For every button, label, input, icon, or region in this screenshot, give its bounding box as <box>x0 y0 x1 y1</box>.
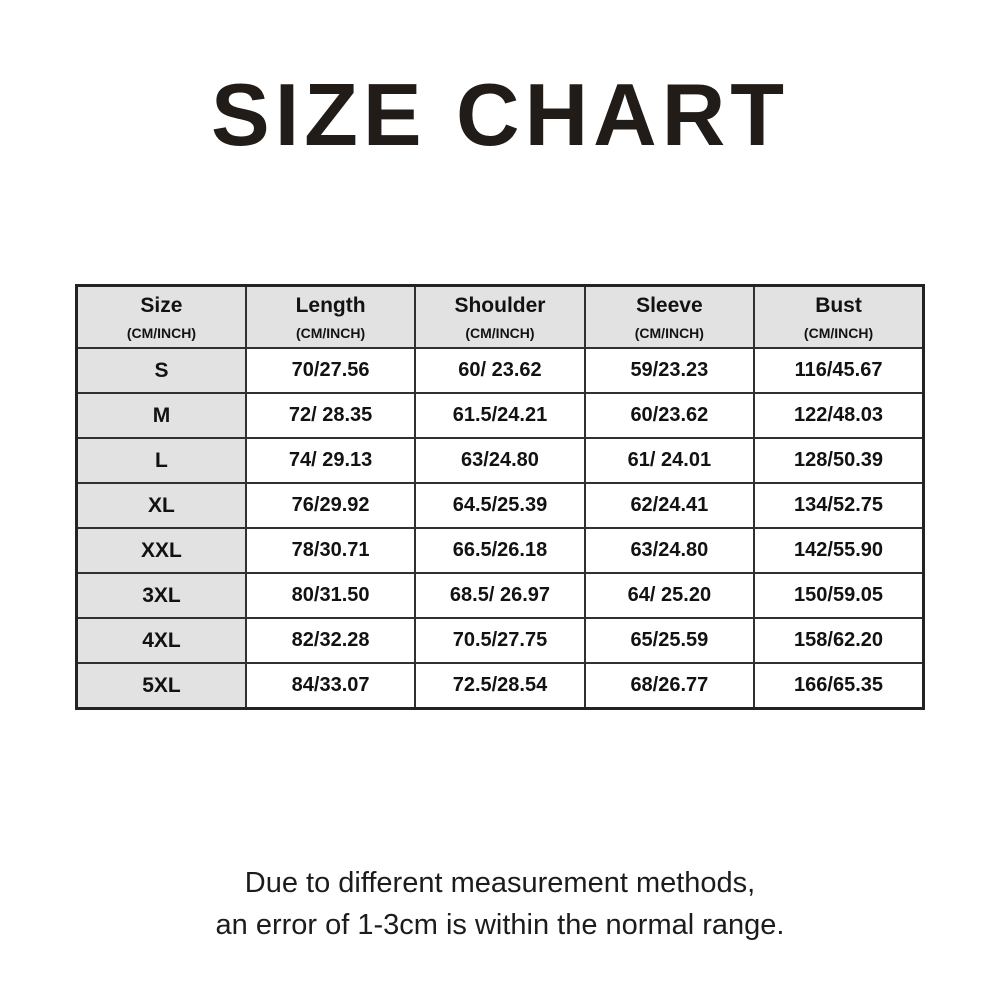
shoulder-cell: 72.5/28.54 <box>414 662 586 710</box>
length-cell: 72/ 28.35 <box>244 392 417 439</box>
col-header-shoulder-label: Shoulder <box>454 294 546 318</box>
table-row-m: M 72/ 28.35 61.5/24.21 60/23.62 122/48.0… <box>75 392 925 439</box>
bust-cell: 122/48.03 <box>753 392 925 439</box>
page-title: SIZE CHART <box>211 65 789 164</box>
sleeve-cell: 61/ 24.01 <box>583 437 756 484</box>
col-header-length-unit: (CM/INCH) <box>295 324 366 341</box>
size-cell: L <box>75 437 247 484</box>
size-cell: M <box>75 392 247 439</box>
size-cell: XXL <box>75 527 247 574</box>
shoulder-cell: 63/24.80 <box>414 437 586 484</box>
sleeve-cell: 60/23.62 <box>583 392 756 439</box>
shoulder-cell: 60/ 23.62 <box>414 347 586 394</box>
col-header-sleeve-label: Sleeve <box>636 294 703 318</box>
size-table-body: S 70/27.56 60/ 23.62 59/23.23 116/45.67 … <box>75 347 925 710</box>
table-row-xl: XL 76/29.92 64.5/25.39 62/24.41 134/52.7… <box>75 482 925 529</box>
sleeve-cell: 59/23.23 <box>583 347 756 394</box>
length-cell: 76/29.92 <box>244 482 417 529</box>
length-cell: 82/32.28 <box>244 617 417 664</box>
length-cell: 80/31.50 <box>244 572 417 619</box>
col-header-shoulder-unit: (CM/INCH) <box>465 324 535 341</box>
bust-cell: 128/50.39 <box>753 437 925 484</box>
table-row-s: S 70/27.56 60/ 23.62 59/23.23 116/45.67 <box>75 347 925 394</box>
table-row-xxl: XXL 78/30.71 66.5/26.18 63/24.80 142/55.… <box>75 527 925 574</box>
size-cell: 5XL <box>75 662 247 710</box>
col-header-size-unit: (CM/INCH) <box>126 324 197 341</box>
col-header-length: Length (CM/INCH) <box>244 284 417 349</box>
disclaimer-line-2: an error of 1-3cm is within the normal r… <box>215 909 785 941</box>
table-row-3xl: 3XL 80/31.50 68.5/ 26.97 64/ 25.20 150/5… <box>75 572 925 619</box>
header-row: Size (CM/INCH) Length (CM/INCH) Shoulder… <box>75 284 925 349</box>
bust-cell: 150/59.05 <box>753 572 925 619</box>
bust-cell: 134/52.75 <box>753 482 925 529</box>
bust-cell: 116/45.67 <box>753 347 925 394</box>
col-header-bust-unit: (CM/INCH) <box>803 324 874 341</box>
col-header-shoulder: Shoulder (CM/INCH) <box>414 284 586 349</box>
size-cell: XL <box>75 482 247 529</box>
table-row-4xl: 4XL 82/32.28 70.5/27.75 65/25.59 158/62.… <box>75 617 925 664</box>
sleeve-cell: 62/24.41 <box>583 482 756 529</box>
length-cell: 70/27.56 <box>244 347 417 394</box>
sleeve-cell: 63/24.80 <box>583 527 756 574</box>
length-cell: 78/30.71 <box>244 527 417 574</box>
sleeve-cell: 68/26.77 <box>583 662 756 710</box>
size-cell: 3XL <box>75 572 247 619</box>
col-header-sleeve-unit: (CM/INCH) <box>634 324 704 341</box>
size-table: Size (CM/INCH) Length (CM/INCH) Shoulder… <box>75 284 925 710</box>
col-header-sleeve: Sleeve (CM/INCH) <box>583 284 756 349</box>
table-row-5xl: 5XL 84/33.07 72.5/28.54 68/26.77 166/65.… <box>75 662 925 710</box>
sleeve-cell: 64/ 25.20 <box>583 572 756 619</box>
col-header-bust: Bust (CM/INCH) <box>753 284 925 349</box>
size-table-header: Size (CM/INCH) Length (CM/INCH) Shoulder… <box>75 284 925 349</box>
bust-cell: 142/55.90 <box>753 527 925 574</box>
measurement-disclaimer: Due to different measurement methods, an… <box>0 862 1000 946</box>
disclaimer-line-1: Due to different measurement methods, <box>244 867 756 899</box>
sleeve-cell: 65/25.59 <box>583 617 756 664</box>
shoulder-cell: 70.5/27.75 <box>414 617 586 664</box>
size-cell: S <box>75 347 247 394</box>
col-header-size-label: Size <box>140 294 183 318</box>
table-row-l: L 74/ 29.13 63/24.80 61/ 24.01 128/50.39 <box>75 437 925 484</box>
col-header-bust-label: Bust <box>815 294 862 318</box>
col-header-size: Size (CM/INCH) <box>75 284 247 349</box>
size-cell: 4XL <box>75 617 247 664</box>
bust-cell: 166/65.35 <box>753 662 925 710</box>
shoulder-cell: 64.5/25.39 <box>414 482 586 529</box>
shoulder-cell: 66.5/26.18 <box>414 527 586 574</box>
shoulder-cell: 61.5/24.21 <box>414 392 586 439</box>
col-header-length-label: Length <box>295 294 366 318</box>
length-cell: 74/ 29.13 <box>244 437 417 484</box>
length-cell: 84/33.07 <box>244 662 417 710</box>
bust-cell: 158/62.20 <box>753 617 925 664</box>
shoulder-cell: 68.5/ 26.97 <box>414 572 586 619</box>
